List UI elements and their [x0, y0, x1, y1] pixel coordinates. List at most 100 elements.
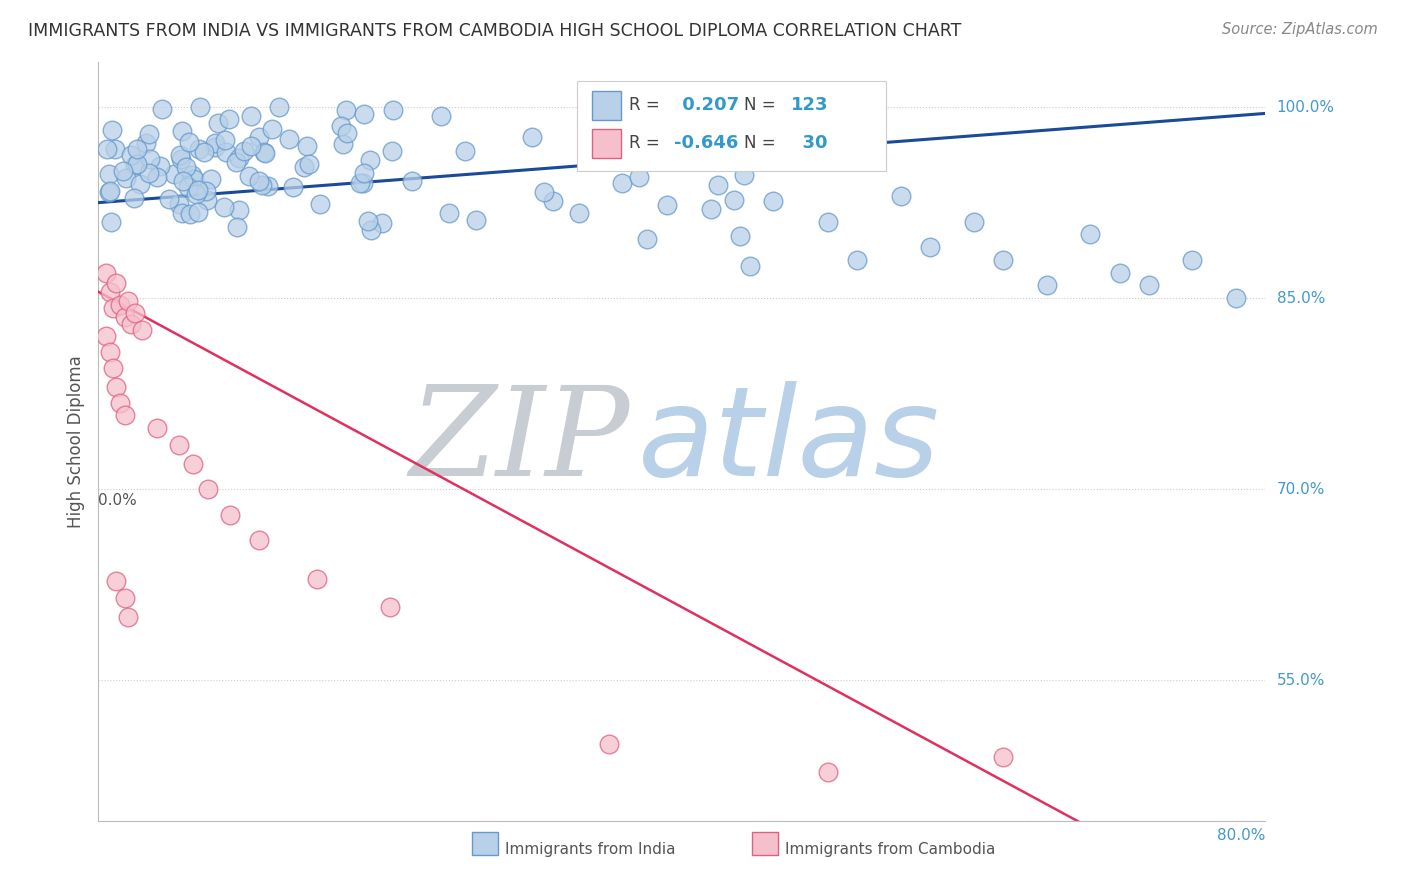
Point: [598, 737, 620, 751]
Point: [541, 194, 564, 209]
Point: [353, 166, 375, 180]
Point: [238, 169, 260, 183]
Point: [117, 293, 139, 308]
Point: [110, 297, 132, 311]
Point: [253, 145, 276, 160]
Point: [195, 184, 218, 198]
Point: [101, 122, 124, 136]
Text: 0.0%: 0.0%: [98, 493, 138, 508]
Point: [401, 174, 423, 188]
Point: [298, 156, 321, 170]
Point: [991, 750, 1014, 764]
Point: [197, 483, 219, 497]
Point: [187, 183, 209, 197]
Point: [94, 266, 117, 280]
Point: [207, 116, 229, 130]
Point: [371, 216, 394, 230]
Point: [96, 142, 118, 156]
Point: [127, 157, 149, 171]
Point: [114, 310, 136, 325]
Point: [239, 109, 262, 123]
Point: [262, 122, 284, 136]
Point: [233, 145, 256, 159]
Point: [247, 129, 270, 144]
Text: 30: 30: [790, 134, 828, 152]
Point: [728, 228, 751, 243]
Point: [627, 152, 650, 166]
Point: [104, 276, 127, 290]
Point: [112, 163, 135, 178]
Point: [522, 130, 544, 145]
Text: 100.0%: 100.0%: [1277, 100, 1334, 114]
Point: [295, 139, 318, 153]
Point: [114, 591, 136, 605]
Text: R =: R =: [630, 96, 665, 114]
Point: [247, 174, 270, 188]
Point: [100, 214, 122, 228]
Point: [104, 380, 127, 394]
Point: [104, 574, 127, 588]
Point: [138, 166, 160, 180]
Text: R =: R =: [630, 134, 665, 152]
Point: [149, 159, 172, 173]
Point: [177, 180, 200, 194]
Point: [247, 533, 270, 548]
Point: [991, 252, 1014, 267]
Text: N =: N =: [744, 96, 780, 114]
Point: [430, 109, 453, 123]
Point: [188, 100, 211, 114]
Point: [707, 178, 730, 192]
Point: [167, 196, 190, 211]
Point: [330, 119, 353, 133]
Point: [204, 140, 226, 154]
Point: [214, 133, 236, 147]
Point: [763, 141, 786, 155]
Point: [723, 193, 745, 207]
Text: Immigrants from India: Immigrants from India: [505, 842, 675, 857]
FancyBboxPatch shape: [472, 832, 498, 855]
Point: [120, 148, 142, 162]
Y-axis label: High School Diploma: High School Diploma: [66, 355, 84, 528]
Point: [146, 421, 169, 435]
Point: [146, 169, 169, 184]
Point: [380, 599, 402, 614]
Point: [962, 215, 984, 229]
Point: [167, 438, 190, 452]
Point: [188, 142, 211, 156]
Point: [890, 189, 912, 203]
Point: [226, 219, 249, 234]
Point: [733, 168, 755, 182]
Point: [817, 765, 839, 780]
Point: [124, 306, 146, 320]
Point: [170, 153, 193, 167]
Point: [128, 177, 150, 191]
Point: [152, 102, 174, 116]
Text: 0.207: 0.207: [676, 96, 740, 114]
Point: [98, 344, 121, 359]
Text: 80.0%: 80.0%: [1218, 828, 1265, 843]
Point: [1181, 252, 1204, 267]
Point: [359, 153, 381, 168]
FancyBboxPatch shape: [752, 832, 778, 855]
Text: IMMIGRANTS FROM INDIA VS IMMIGRANTS FROM CAMBODIA HIGH SCHOOL DIPLOMA CORRELATIO: IMMIGRANTS FROM INDIA VS IMMIGRANTS FROM…: [28, 22, 962, 40]
Point: [256, 178, 278, 193]
Point: [163, 167, 186, 181]
Point: [439, 206, 461, 220]
Point: [655, 198, 678, 212]
Point: [454, 145, 477, 159]
Point: [170, 124, 193, 138]
Point: [1137, 278, 1160, 293]
Point: [97, 167, 120, 181]
Point: [225, 154, 247, 169]
Point: [610, 176, 633, 190]
Point: [283, 179, 305, 194]
Point: [332, 137, 354, 152]
Point: [193, 145, 215, 160]
Point: [97, 185, 120, 199]
Point: [98, 285, 121, 299]
Point: [131, 323, 153, 337]
Point: [181, 457, 204, 471]
Point: [179, 207, 201, 221]
Point: [627, 169, 650, 184]
Point: [1225, 291, 1247, 305]
